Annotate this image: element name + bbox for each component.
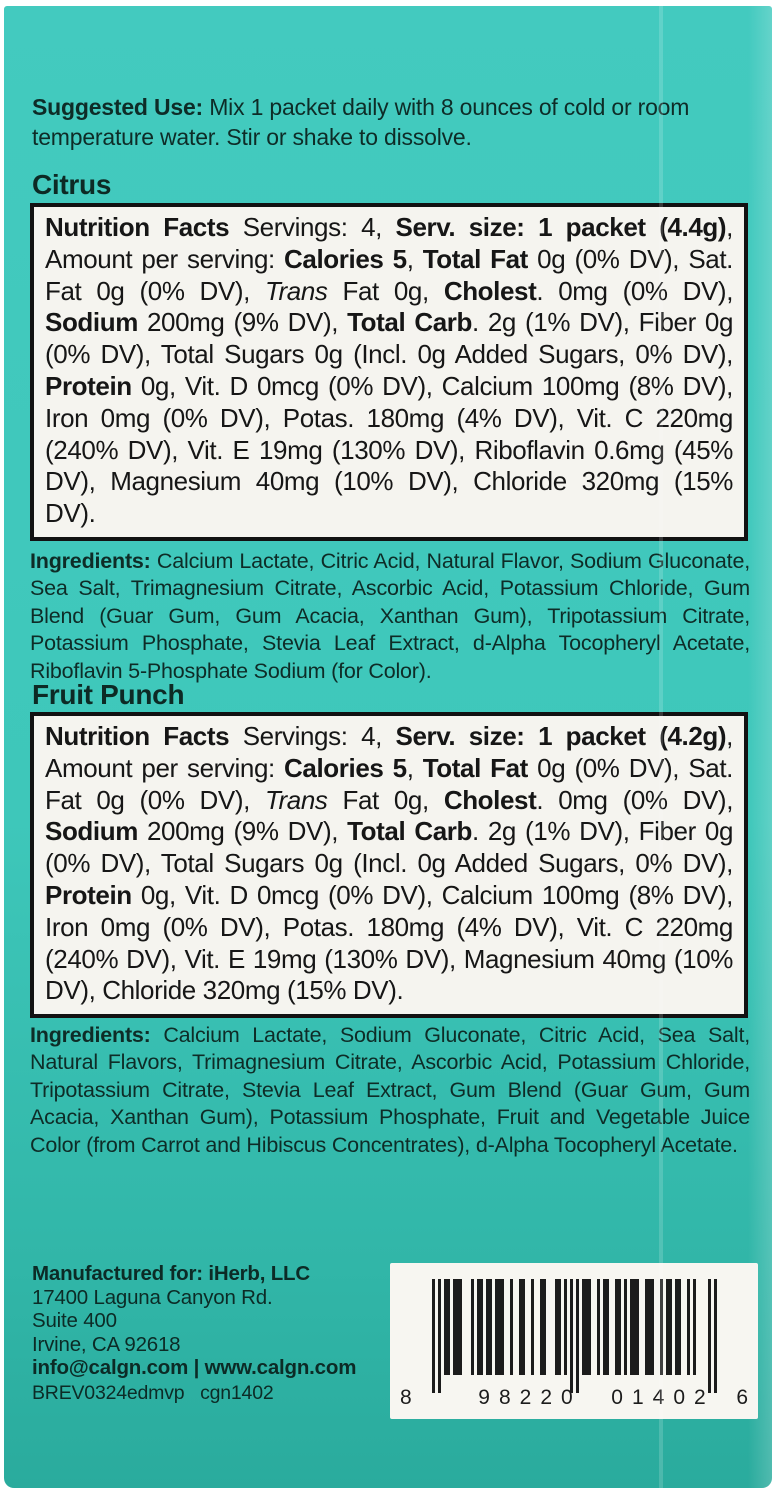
barcode-bar [519, 1279, 525, 1375]
barcode-bar [555, 1279, 561, 1375]
box-back-label: Suggested Use: Mix 1 packet daily with 8… [4, 6, 772, 1488]
manufacturer-contact: info@calgn.com | www.calgn.com [32, 1356, 357, 1380]
barcode-bar [615, 1279, 621, 1375]
manufacturer-info: Manufactured for: iHerb, LLC 17400 Lagun… [32, 1262, 382, 1406]
barcode-bar [438, 1279, 441, 1393]
nutrition-facts-panel-citrus: Nutrition Facts Servings: 4, Serv. size:… [30, 203, 748, 541]
barcode-right-digit: 6 [736, 1386, 748, 1409]
barcode-bar [660, 1279, 663, 1375]
manufacturer-address-line1: 17400 Laguna Canyon Rd. [32, 1285, 273, 1309]
barcode-bar [510, 1279, 513, 1375]
barcode-bar [597, 1279, 600, 1375]
barcode-bar [630, 1279, 639, 1375]
barcode-bar [603, 1279, 609, 1375]
barcode-bar [693, 1279, 696, 1375]
barcode-left-group: 98220 [478, 1386, 582, 1409]
suggested-use-text: Mix 1 packet daily with 8 ounces of cold… [32, 94, 690, 150]
barcode-bar [714, 1279, 717, 1393]
ingredients-fruit-punch: Ingredients: Calcium Lactate, Sodium Glu… [30, 1023, 750, 1157]
barcode-left-digit: 8 [400, 1386, 412, 1409]
barcode-bar [666, 1279, 672, 1375]
suggested-use: Suggested Use: Mix 1 packet daily with 8… [32, 92, 744, 152]
barcode: 8 98220 01402 6 [390, 1263, 758, 1419]
lot-codes: BREV0324edmvp cgn1402 [32, 1381, 274, 1404]
barcode-bar [582, 1279, 591, 1375]
barcode-bar [687, 1279, 690, 1375]
flavor-heading-fruit-punch: Fruit Punch [32, 679, 185, 710]
barcode-bar [495, 1279, 504, 1375]
nutrition-facts-panel-fruit-punch: Nutrition Facts Servings: 4, Serv. size:… [30, 712, 748, 1018]
flavor-heading-citrus: Citrus [32, 169, 112, 200]
barcode-bar [453, 1279, 462, 1375]
barcode-bar [645, 1279, 654, 1375]
barcode-bar [486, 1279, 492, 1375]
barcode-bar [531, 1279, 534, 1375]
manufacturer-address-line2: Suite 400 [32, 1309, 117, 1333]
manufacturer-address-line3: Irvine, CA 92618 [32, 1332, 181, 1356]
barcode-bar [576, 1279, 579, 1393]
nutrition-facts-text-citrus: Nutrition Facts Servings: 4, Serv. size:… [45, 212, 734, 529]
barcode-bar [477, 1279, 483, 1375]
box-edge-highlight [748, 6, 772, 1488]
manufacturer-title: Manufactured for: iHerb, LLC [32, 1262, 310, 1285]
barcode-bar [444, 1279, 450, 1375]
ingredients-citrus: Ingredients: Calcium Lactate, Citric Aci… [30, 549, 750, 683]
box-crease [659, 6, 663, 1488]
suggested-use-lead: Suggested Use: [32, 94, 204, 120]
barcode-bar [570, 1279, 573, 1393]
barcode-bar [564, 1279, 567, 1375]
barcode-bar [624, 1279, 627, 1375]
barcode-bars [432, 1279, 717, 1393]
barcode-right-group: 01402 [611, 1386, 715, 1409]
nutrition-facts-text-fruit-punch: Nutrition Facts Servings: 4, Serv. size:… [45, 721, 734, 1006]
barcode-bar [675, 1279, 681, 1375]
barcode-bar [432, 1279, 435, 1393]
barcode-bar [540, 1279, 546, 1375]
barcode-bar [708, 1279, 711, 1393]
barcode-bar [471, 1279, 474, 1375]
